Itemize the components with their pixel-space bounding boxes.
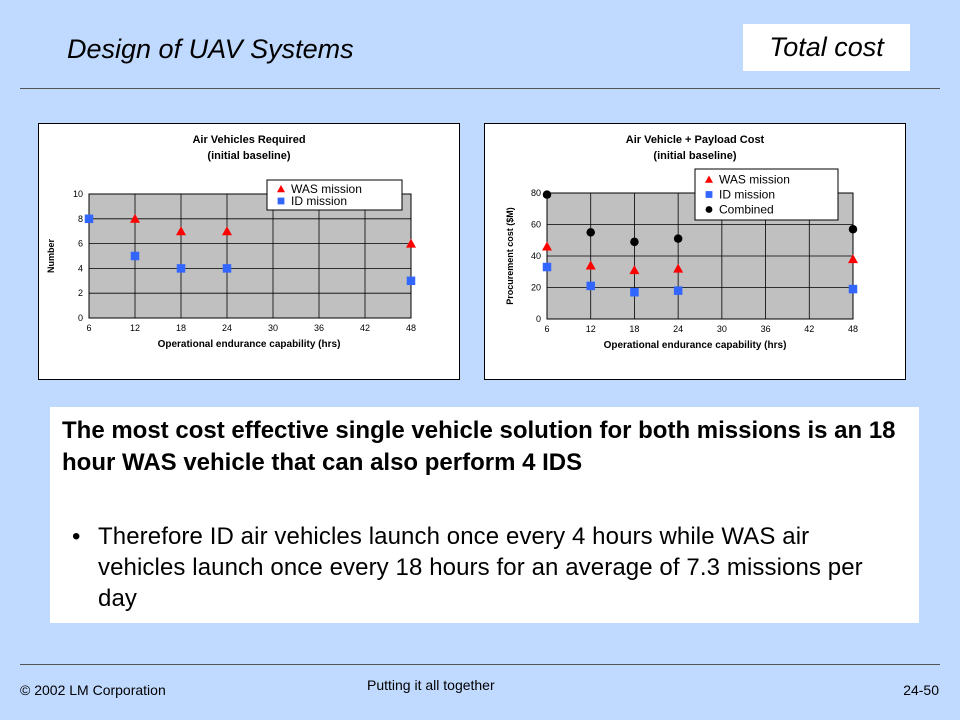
header-divider (20, 88, 940, 89)
page-title: Design of UAV Systems (67, 34, 354, 64)
data-point-circle (673, 234, 683, 243)
data-point-triangle (406, 238, 416, 248)
y-tick-label: 80 (531, 188, 541, 198)
legend-box (694, 168, 839, 221)
y-tick-label: 2 (78, 288, 83, 298)
data-point-triangle (848, 254, 858, 264)
y-tick-label: 60 (531, 220, 541, 230)
y-axis-label: Procurement cost ($M) (505, 207, 515, 305)
data-point-triangle (673, 263, 684, 273)
data-point-square (586, 281, 595, 291)
chart-air-vehicles-required: Air Vehicles Required (initial baseline) 0… (38, 123, 460, 380)
legend-label: Combined (719, 203, 774, 217)
data-point-square (84, 214, 94, 224)
x-tick-label: 24 (222, 323, 232, 333)
y-tick-label: 6 (78, 239, 83, 249)
legend-marker (277, 185, 285, 193)
data-point-square (406, 276, 416, 286)
chart-0-svg: Air Vehicles Required (initial baseline) 0… (46, 134, 416, 350)
legend-label: WAS mission (291, 182, 362, 196)
x-tick-label: 12 (586, 324, 596, 334)
bullet-text: Therefore ID air vehicles launch once ev… (98, 523, 863, 612)
y-tick-label: 20 (531, 283, 541, 293)
x-tick-label: 6 (544, 324, 549, 334)
data-point-square (222, 264, 232, 273)
section-badge: Total cost (743, 24, 910, 71)
plot-area (88, 193, 412, 319)
data-point-square (542, 262, 552, 272)
x-tick-label: 12 (130, 323, 140, 333)
data-point-circle (542, 190, 552, 199)
x-axis-label: Operational endurance capability (hrs) (158, 339, 341, 350)
x-tick-label: 36 (761, 324, 771, 334)
x-tick-label: 18 (629, 324, 639, 334)
legend-marker (705, 206, 713, 213)
legend-label: ID mission (291, 194, 347, 208)
data-point-circle (586, 228, 595, 237)
data-point-triangle (130, 213, 140, 223)
legend-label: ID mission (719, 188, 775, 202)
footer-divider (20, 664, 940, 665)
chart-1-svg: Air Vehicle + Payload Cost (initial basel… (505, 134, 858, 351)
y-axis-label: Number (46, 239, 56, 274)
chart-title: Air Vehicle + Payload Cost (626, 134, 765, 146)
x-tick-label: 42 (360, 323, 370, 333)
x-axis-label: Operational endurance capability (hrs) (604, 340, 787, 351)
data-point-circle (630, 237, 639, 247)
chart-subtitle: (initial baseline) (653, 150, 736, 162)
data-point-circle (848, 224, 858, 234)
footer-page-number: 24-50 (903, 682, 939, 698)
data-point-square (130, 251, 140, 261)
x-tick-label: 48 (406, 323, 416, 333)
y-tick-label: 10 (73, 189, 83, 199)
x-tick-label: 48 (848, 324, 858, 334)
data-point-square (848, 284, 858, 294)
data-point-triangle (222, 226, 232, 236)
data-point-triangle (585, 260, 596, 270)
x-tick-label: 36 (314, 323, 324, 333)
data-point-square (630, 287, 639, 297)
chart-title: Air Vehicles Required (192, 134, 305, 146)
legend-marker (705, 191, 713, 198)
data-point-triangle (629, 265, 640, 275)
x-tick-label: 30 (268, 323, 278, 333)
x-tick-label: 42 (804, 324, 814, 334)
legend-label: WAS mission (719, 173, 790, 187)
y-tick-label: 8 (78, 214, 83, 224)
footer-copyright: © 2002 LM Corporation (20, 682, 166, 698)
data-point-square (673, 286, 683, 295)
y-tick-label: 0 (78, 313, 83, 323)
x-tick-label: 18 (176, 323, 186, 333)
y-tick-label: 4 (78, 263, 83, 273)
legend-marker (277, 197, 285, 205)
x-tick-label: 30 (717, 324, 727, 334)
bullet-symbol: • (72, 523, 81, 550)
y-tick-label: 40 (531, 251, 541, 261)
data-point-triangle (542, 241, 552, 251)
data-point-square (176, 264, 186, 273)
legend-marker (705, 175, 713, 183)
x-tick-label: 6 (86, 323, 91, 333)
summary-textbox: The most cost effective single vehicle s… (50, 407, 919, 623)
chart-air-vehicle-payload-cost: Air Vehicle + Payload Cost (initial basel… (484, 123, 906, 380)
chart-subtitle: (initial baseline) (207, 150, 290, 162)
footer-section: Putting it all together (367, 677, 495, 693)
legend-box (266, 179, 403, 211)
data-point-triangle (176, 226, 186, 236)
y-tick-label: 0 (536, 314, 541, 324)
summary-headline: The most cost effective single vehicle s… (62, 417, 896, 476)
x-tick-label: 24 (673, 324, 683, 334)
